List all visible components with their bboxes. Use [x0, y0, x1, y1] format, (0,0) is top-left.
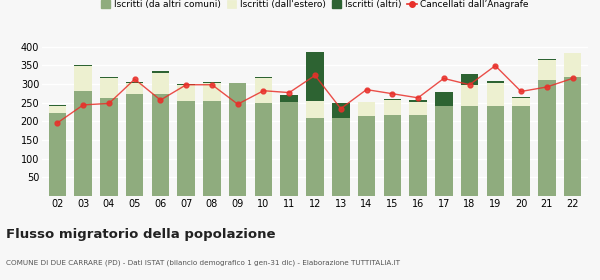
Bar: [203, 83, 221, 101]
Bar: [564, 53, 581, 77]
Bar: [280, 102, 298, 196]
Bar: [461, 106, 478, 196]
Bar: [49, 113, 66, 196]
Bar: [178, 84, 195, 85]
Bar: [74, 92, 92, 196]
Bar: [332, 103, 350, 118]
Bar: [409, 101, 427, 102]
Bar: [461, 74, 478, 85]
Bar: [512, 106, 530, 196]
Bar: [152, 71, 169, 73]
Bar: [487, 106, 504, 196]
Bar: [409, 102, 427, 115]
Bar: [126, 82, 143, 83]
Bar: [435, 92, 452, 106]
Text: COMUNE DI DUE CARRARE (PD) - Dati ISTAT (bilancio demografico 1 gen-31 dic) - El: COMUNE DI DUE CARRARE (PD) - Dati ISTAT …: [6, 259, 400, 265]
Bar: [538, 80, 556, 196]
Bar: [564, 77, 581, 196]
Bar: [306, 52, 324, 101]
Bar: [332, 118, 350, 196]
Bar: [435, 106, 452, 196]
Bar: [461, 85, 478, 106]
Bar: [358, 116, 375, 196]
Bar: [409, 115, 427, 196]
Bar: [255, 78, 272, 103]
Bar: [255, 103, 272, 196]
Bar: [126, 83, 143, 94]
Bar: [126, 94, 143, 196]
Bar: [74, 65, 92, 66]
Bar: [538, 59, 556, 60]
Bar: [203, 101, 221, 196]
Bar: [178, 101, 195, 196]
Bar: [306, 118, 324, 196]
Bar: [383, 101, 401, 115]
Bar: [255, 77, 272, 78]
Bar: [203, 82, 221, 83]
Bar: [100, 98, 118, 196]
Bar: [383, 99, 401, 101]
Bar: [229, 83, 247, 196]
Bar: [487, 81, 504, 83]
Bar: [100, 76, 118, 78]
Bar: [152, 73, 169, 94]
Legend: Iscritti (da altri comuni), Iscritti (dall'estero), Iscritti (altri), Cancellati: Iscritti (da altri comuni), Iscritti (da…: [98, 0, 532, 13]
Bar: [100, 78, 118, 98]
Bar: [49, 106, 66, 113]
Bar: [49, 104, 66, 106]
Bar: [383, 115, 401, 196]
Bar: [178, 85, 195, 101]
Bar: [280, 95, 298, 102]
Bar: [487, 83, 504, 106]
Bar: [306, 101, 324, 118]
Text: Flusso migratorio della popolazione: Flusso migratorio della popolazione: [6, 228, 275, 241]
Bar: [512, 98, 530, 106]
Bar: [358, 102, 375, 116]
Bar: [74, 66, 92, 92]
Bar: [152, 94, 169, 196]
Bar: [538, 60, 556, 80]
Bar: [512, 97, 530, 98]
